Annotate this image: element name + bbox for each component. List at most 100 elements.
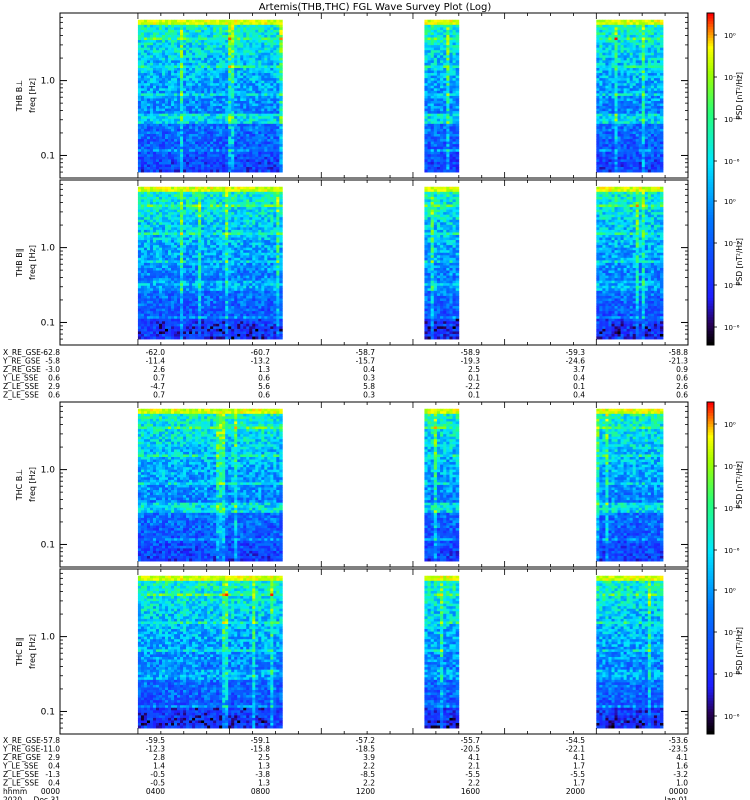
heatmap-cell — [430, 164, 435, 168]
heatmap-cell — [443, 65, 447, 69]
heatmap-cell — [258, 85, 262, 89]
heatmap-cell — [146, 141, 151, 145]
heatmap-cell — [449, 29, 453, 33]
heatmap-cell — [158, 164, 163, 168]
heatmap-cell — [279, 80, 283, 84]
heatmap-cell — [155, 78, 160, 82]
heatmap-cell — [143, 151, 148, 155]
heatmap-cell — [165, 34, 169, 38]
heatmap-cell — [452, 121, 457, 125]
heatmap-cell — [140, 103, 145, 107]
heatmap-cell — [143, 106, 148, 110]
heatmap-cell — [222, 85, 226, 89]
heatmap-cell — [264, 50, 268, 54]
heatmap-cell — [149, 98, 154, 102]
heatmap-cell — [659, 65, 664, 69]
heatmap-cell — [234, 65, 238, 69]
heatmap-cell — [258, 60, 262, 64]
heatmap-cell — [186, 80, 190, 84]
heatmap-cell — [198, 144, 202, 148]
heatmap-cell — [599, 62, 603, 66]
heatmap-cell — [165, 156, 169, 160]
heatmap-cell — [608, 32, 612, 36]
heatmap-cell — [158, 154, 163, 158]
heatmap-cell — [252, 50, 256, 54]
heatmap-cell — [620, 156, 624, 160]
heatmap-cell — [276, 29, 280, 33]
heatmap-cell — [602, 50, 606, 54]
heatmap-row — [596, 164, 664, 168]
heatmap-row — [424, 98, 460, 102]
heatmap-cell — [204, 100, 208, 104]
heatmap-cell — [455, 133, 460, 137]
heatmap-cell — [599, 136, 603, 140]
heatmap-cell — [198, 80, 202, 84]
heatmap-cell — [222, 78, 226, 82]
heatmap-cell — [596, 123, 600, 127]
heatmap-cell — [210, 167, 214, 170]
heatmap-cell — [255, 144, 259, 148]
heatmap-cell — [644, 149, 649, 153]
heatmap-cell — [189, 50, 193, 54]
heatmap-cell — [243, 34, 247, 38]
heatmap-cell — [231, 47, 235, 51]
heatmap-cell — [177, 40, 181, 43]
heatmap-row — [424, 85, 460, 89]
heatmap-cell — [611, 133, 615, 137]
heatmap-row — [137, 106, 283, 110]
heatmap-row — [137, 139, 283, 143]
heatmap-cell — [626, 139, 631, 143]
heatmap-cell — [455, 118, 460, 122]
heatmap-cell — [213, 93, 217, 97]
heatmap-cell — [647, 141, 652, 145]
heatmap-cell — [656, 29, 661, 33]
heatmap-cell — [192, 73, 196, 76]
heatmap-cell — [608, 98, 612, 102]
heatmap-cell — [249, 169, 253, 173]
heatmap-cell — [638, 60, 643, 64]
heatmap-cell — [258, 57, 262, 61]
heatmap-cell — [279, 111, 283, 115]
heatmap-cell — [158, 19, 163, 23]
heatmap-cell — [225, 106, 229, 110]
heatmap-cell — [146, 67, 151, 71]
heatmap-cell — [614, 149, 618, 153]
heatmap-cell — [158, 121, 163, 125]
heatmap-cell — [440, 116, 444, 120]
heatmap-row — [424, 52, 460, 56]
heatmap-cell — [264, 57, 268, 61]
heatmap-cell — [231, 111, 235, 115]
heatmap-cell — [222, 32, 226, 36]
heatmap-cell — [264, 67, 268, 71]
heatmap-cell — [611, 113, 615, 117]
heatmap-cell — [626, 123, 631, 127]
heatmap-cell — [436, 50, 441, 54]
heatmap-cell — [216, 55, 220, 59]
heatmap-cell — [449, 136, 453, 140]
heatmap-cell — [258, 111, 262, 115]
heatmap-cell — [231, 57, 235, 61]
heatmap-cell — [452, 144, 457, 148]
heatmap-cell — [174, 116, 178, 120]
heatmap-cell — [264, 70, 268, 74]
heatmap-cell — [430, 24, 435, 28]
heatmap-cell — [270, 73, 274, 76]
heatmap-cell — [626, 27, 631, 31]
heatmap-cell — [158, 55, 163, 59]
heatmap-cell — [189, 40, 193, 43]
heatmap-cell — [659, 73, 664, 76]
heatmap-cell — [174, 144, 178, 148]
heatmap-cell — [186, 27, 190, 31]
heatmap-cell — [433, 88, 438, 92]
heatmap-cell — [207, 118, 211, 122]
heatmap-cell — [599, 139, 603, 143]
heatmap-cell — [614, 141, 618, 145]
heatmap-cell — [234, 95, 238, 99]
heatmap-cell — [629, 95, 634, 99]
heatmap-cell — [222, 34, 226, 38]
heatmap-cell — [599, 34, 603, 38]
heatmap-cell — [267, 121, 271, 125]
heatmap-cell — [443, 32, 447, 36]
heatmap-cell — [623, 128, 628, 132]
heatmap-cell — [276, 22, 280, 26]
